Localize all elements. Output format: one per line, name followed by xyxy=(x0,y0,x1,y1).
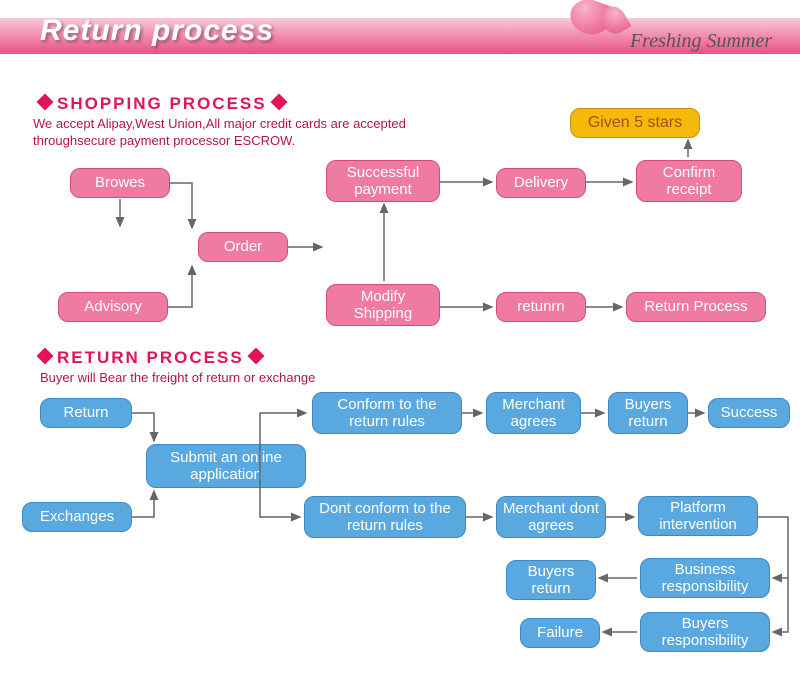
flow-node-retproc: Return Process xyxy=(626,292,766,322)
page-title: Return process xyxy=(40,14,274,48)
flow-node-order: Order xyxy=(198,232,288,262)
flow-arrow xyxy=(168,266,192,307)
flow-node-buyresp: Buyers responsibility xyxy=(640,612,770,652)
flow-node-failure: Failure xyxy=(520,618,600,648)
flow-arrow xyxy=(170,183,192,228)
flow-arrow xyxy=(132,491,154,517)
section-title-return-label: RETURN PROCESS xyxy=(57,348,244,367)
flow-node-bizresp: Business responsibility xyxy=(640,558,770,598)
flow-node-exchg: Exchanges xyxy=(22,502,132,532)
flow-node-confirm: Confirm receipt xyxy=(636,160,742,202)
section-title-return: RETURN PROCESS xyxy=(33,348,268,368)
flow-node-conform: Conform to the return rules xyxy=(312,392,462,434)
flow-node-bret1: Buyers return xyxy=(608,392,688,434)
flow-node-success: Success xyxy=(708,398,790,428)
section-subtitle-shopping: We accept Alipay,West Union,All major cr… xyxy=(33,116,483,150)
section-subtitle-return: Buyer will Bear the freight of return or… xyxy=(40,370,540,387)
flow-node-paysucc: Successful payment xyxy=(326,160,440,202)
flow-node-mdontag: Merchant dont agrees xyxy=(496,496,606,538)
flow-node-magree: Merchant agrees xyxy=(486,392,581,434)
flow-node-retunrn: retunrn xyxy=(496,292,586,322)
flow-node-submit: Submit an online application xyxy=(146,444,306,488)
flow-arrow xyxy=(260,490,300,517)
flow-node-delivery: Delivery xyxy=(496,168,586,198)
flow-arrow xyxy=(773,578,788,632)
flow-node-browes: Browes xyxy=(70,168,170,198)
section-title-shopping: SHOPPING PROCESS xyxy=(33,94,291,114)
flow-node-stars: Given 5 stars xyxy=(570,108,700,138)
flow-node-return: Return xyxy=(40,398,132,428)
flow-node-bret2: Buyers return xyxy=(506,560,596,600)
header-tagline: Freshing Summer xyxy=(630,30,772,53)
flow-node-advisory: Advisory xyxy=(58,292,168,322)
section-title-shopping-label: SHOPPING PROCESS xyxy=(57,94,267,113)
flow-node-modify: Modify Shipping xyxy=(326,284,440,326)
flow-arrow xyxy=(132,413,154,441)
flow-node-platint: Platform intervention xyxy=(638,496,758,536)
flow-node-dontconf: Dont conform to the return rules xyxy=(304,496,466,538)
